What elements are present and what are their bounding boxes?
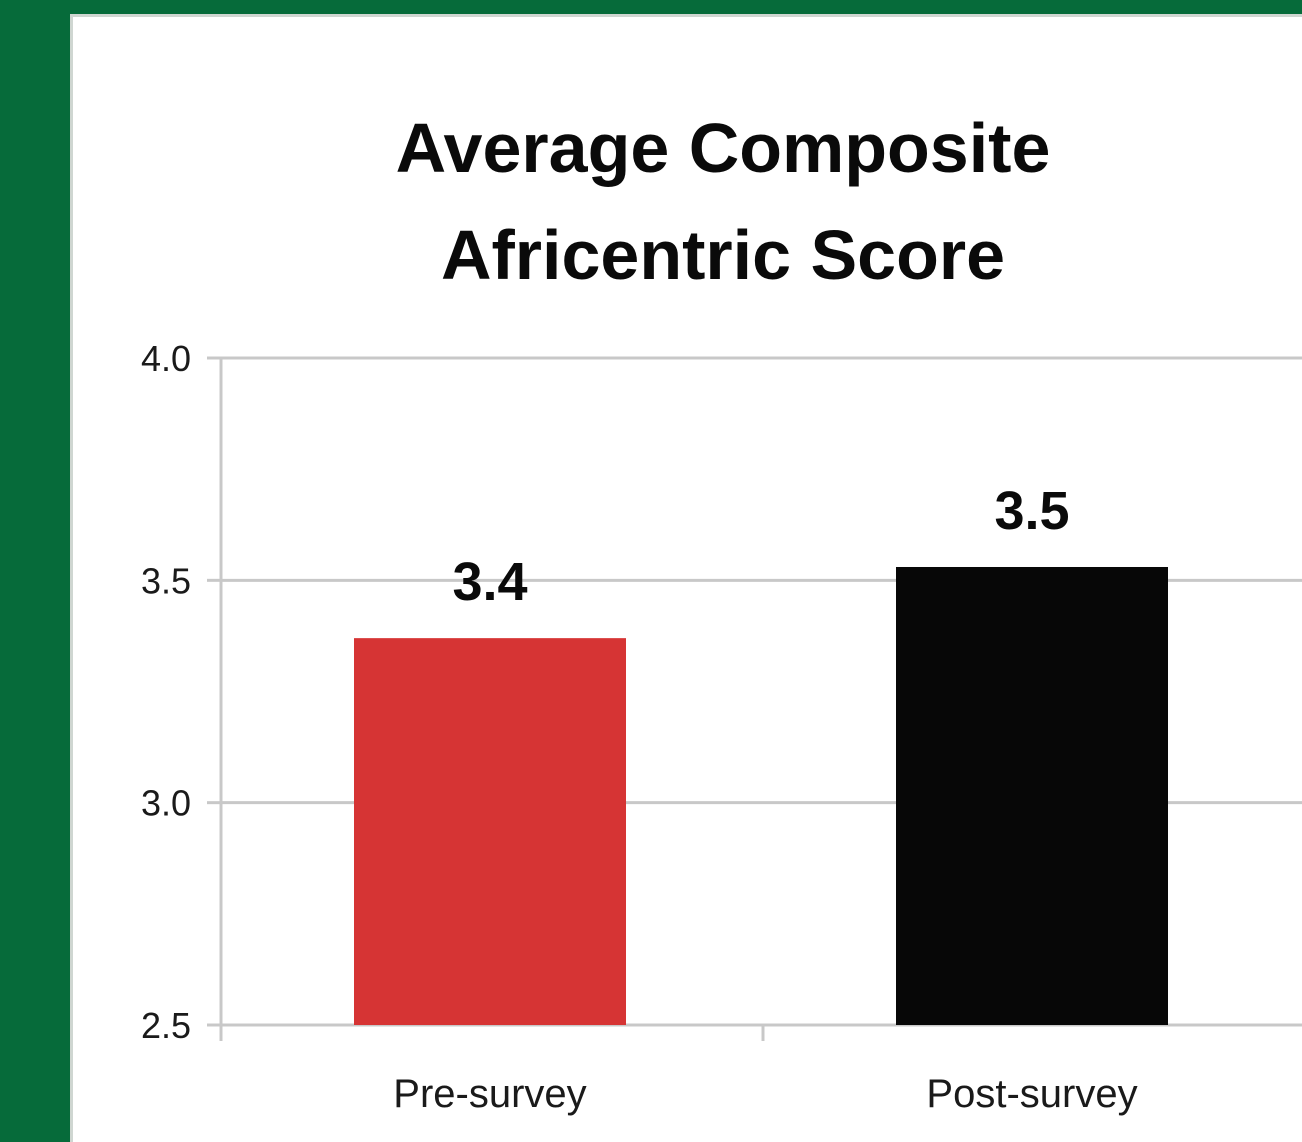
x-category-label: Pre-survey <box>393 1072 586 1116</box>
chart-panel: Average Composite Africentric Score 2.5 3… <box>70 14 1302 1142</box>
y-tick-label: 3.0 <box>141 783 191 824</box>
x-category-label: Post-survey <box>926 1072 1137 1116</box>
y-tick-label: 3.5 <box>141 560 191 601</box>
data-label: 3.5 <box>994 481 1069 541</box>
chart-title-line-2: Africentric Score <box>441 216 1005 294</box>
y-tick-label: 2.5 <box>141 1005 191 1046</box>
bar-post-survey <box>896 566 1168 1025</box>
labels: 2.5 3.0 3.5 4.0 3.4 Pre-survey 3.5 Post-survey <box>141 338 1138 1116</box>
chart-title: Average Composite Africentric Score <box>396 109 1051 294</box>
bar-chart: Average Composite Africentric Score 2.5 3… <box>141 109 1302 1116</box>
bar-pre-survey <box>354 638 626 1025</box>
chart-title-line-1: Average Composite <box>396 109 1051 187</box>
bars <box>354 566 1168 1025</box>
y-tick-label: 4.0 <box>141 338 191 379</box>
data-label: 3.4 <box>452 552 527 612</box>
